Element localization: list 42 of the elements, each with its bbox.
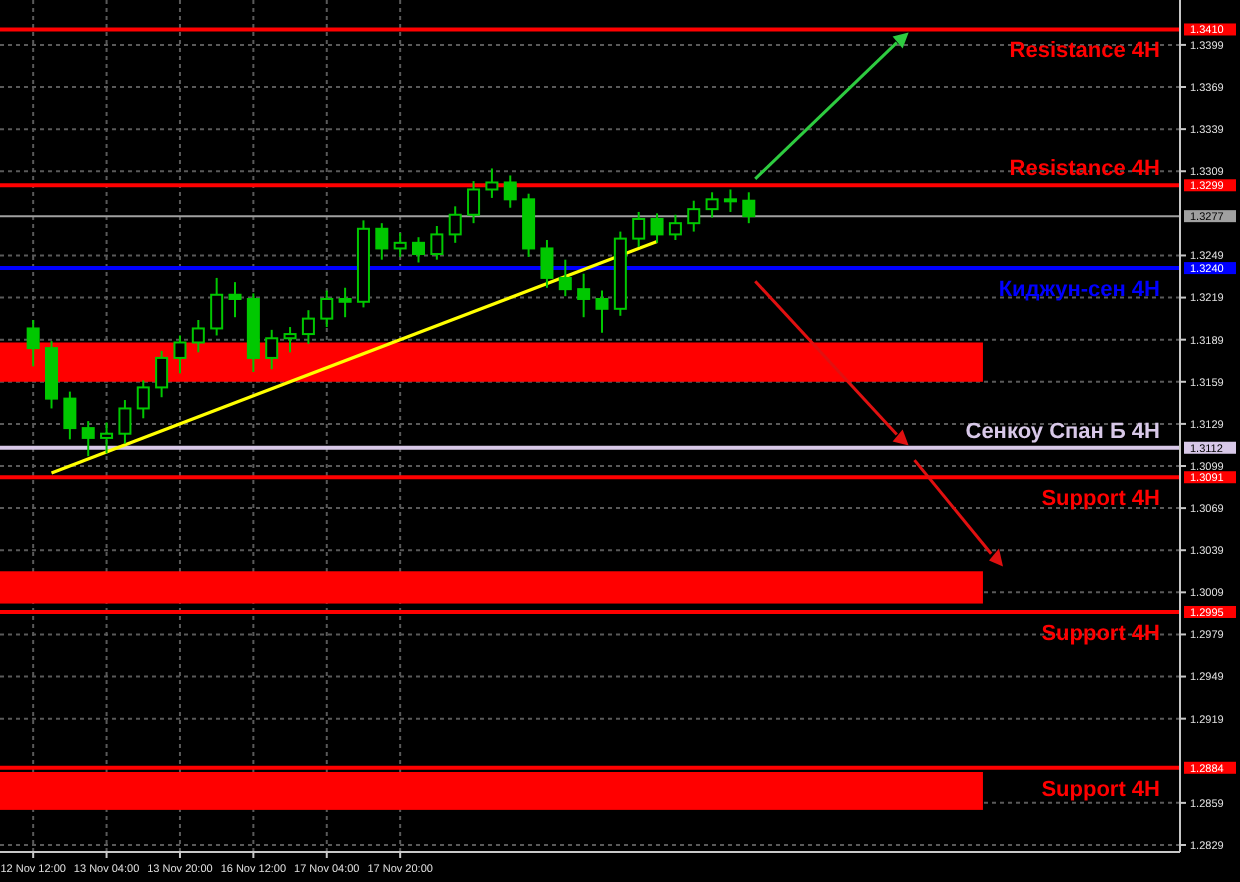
ref-line-label: Support 4H (1041, 487, 1161, 512)
candlestick (118, 399, 132, 445)
candlestick (540, 239, 554, 289)
candlestick (136, 379, 150, 420)
candlestick (485, 167, 499, 199)
ref-line-label: Resistance 4H (1009, 157, 1161, 182)
candlestick (448, 205, 462, 244)
candlestick (63, 390, 77, 441)
candlestick (687, 199, 701, 233)
candlestick (467, 180, 481, 225)
candlestick (100, 421, 114, 455)
candlestick (742, 191, 756, 225)
candlestick (375, 222, 389, 261)
candlestick (155, 349, 169, 399)
candlestick (577, 272, 591, 319)
candlestick (723, 188, 737, 213)
ref-line-label: Киджун-сен 4H (998, 278, 1161, 303)
candlestick (301, 309, 315, 345)
candlestick (283, 326, 297, 354)
candlestick (650, 212, 664, 244)
candlestick (412, 236, 426, 264)
candlestick (558, 258, 572, 298)
candlestick (210, 276, 224, 337)
candlestick (503, 174, 517, 209)
candlestick (81, 420, 95, 458)
candlestick (430, 224, 444, 261)
candlestick (595, 289, 609, 334)
candlestick (668, 213, 682, 242)
candlestick (338, 286, 352, 319)
candlestick (173, 334, 187, 375)
ref-line-label: Support 4H (1041, 621, 1161, 646)
ref-line-label: Сенкоу Спан Б 4H (965, 419, 1161, 444)
ref-line-label: Support 4H (1041, 777, 1161, 802)
candlestick (26, 319, 40, 368)
candlestick (228, 281, 242, 319)
candlestick (265, 328, 279, 371)
candlestick (191, 319, 205, 354)
candlestick (705, 191, 719, 219)
candlestick (320, 289, 334, 329)
candlestick (393, 232, 407, 258)
ref-line-label: Resistance 4H (1009, 39, 1161, 64)
candlestick (632, 210, 646, 249)
